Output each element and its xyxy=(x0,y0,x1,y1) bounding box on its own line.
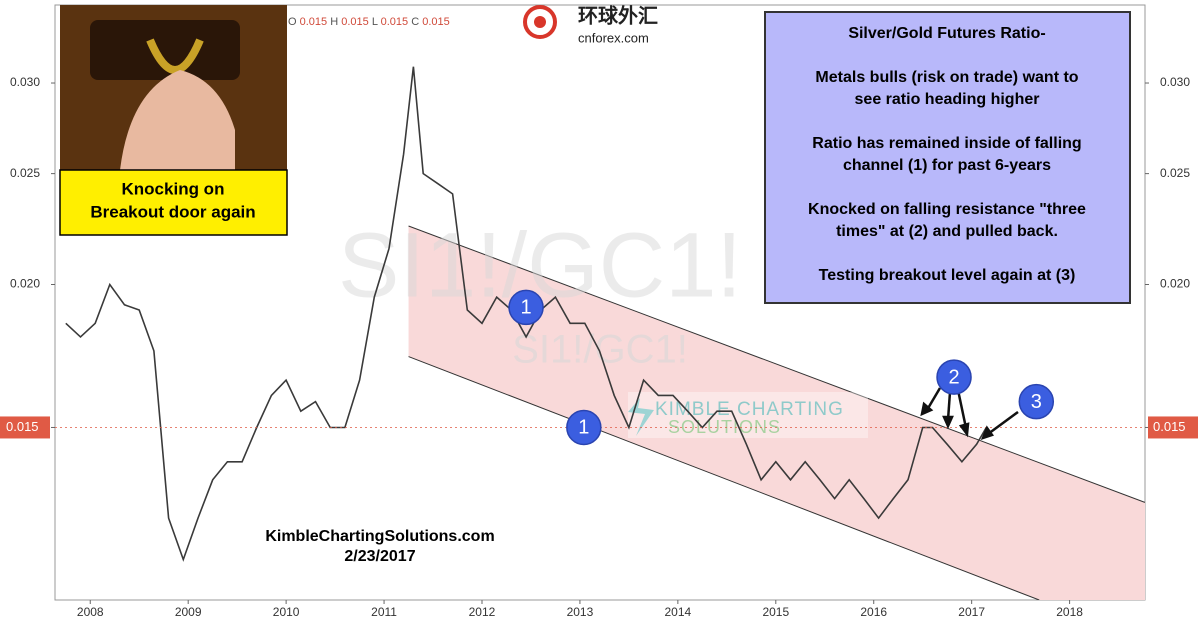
text-box-bg xyxy=(764,11,1131,304)
x-tick-label: 2010 xyxy=(273,605,300,619)
watermark-small: SI1!/GC1! xyxy=(512,328,688,372)
last-price-box xyxy=(1148,416,1198,439)
arrow xyxy=(956,389,968,429)
inset-caption: Knocking on xyxy=(122,179,225,198)
marker xyxy=(508,289,544,326)
y-tick-label: 0.030 xyxy=(10,75,40,89)
logo-site: cnforex.com xyxy=(578,30,649,45)
channel-fill xyxy=(408,225,1145,600)
text-box-line: Metals bulls (risk on trade) want to xyxy=(815,69,1078,86)
x-tick-label: 2011 xyxy=(371,605,397,619)
x-tick-label: 2016 xyxy=(860,605,887,619)
arrow xyxy=(946,391,952,421)
readout-value: 0.015 xyxy=(422,16,450,28)
marker-label: 3 xyxy=(1031,391,1042,413)
kimble-logo: KIMBLE CHARTING SOLUTIONS xyxy=(628,392,868,438)
text-box-title: Silver/Gold Futures Ratio- xyxy=(848,25,1045,42)
readout-key: C xyxy=(411,16,419,28)
door-knocker xyxy=(90,20,240,80)
readout-value: 0.015 xyxy=(300,16,328,28)
y-tick-label-right: 0.025 xyxy=(1160,166,1190,180)
inset: Knocking on Breakout door again xyxy=(59,5,288,236)
inset-caption: Breakout door again xyxy=(90,202,255,221)
last-price-label: 0.015 xyxy=(1153,419,1186,434)
inset-caption-box xyxy=(59,169,288,236)
logo-text: SOLUTIONS xyxy=(668,417,781,437)
date: 2/23/2017 xyxy=(344,548,415,565)
arrows xyxy=(920,387,1019,441)
ohlc-readout: O 0.015 H 0.015 L 0.015 C 0.015 xyxy=(288,16,450,28)
text-box-line: times" at (2) and pulled back. xyxy=(836,223,1058,240)
source: KimbleChartingSolutions.com xyxy=(265,528,494,545)
x-tick-label: 2014 xyxy=(665,605,692,619)
y-tick-label-right: 0.030 xyxy=(1160,75,1190,89)
channel-layer xyxy=(408,225,1145,600)
channel-line xyxy=(408,356,1040,600)
marker xyxy=(936,359,972,395)
logo-text: KIMBLE CHARTING xyxy=(655,399,844,420)
axis-layer: 0.015 0.015 0.020 0.020 0.025 0.025 0.030 0.030… xyxy=(0,75,1198,619)
readout-value: 0.015 xyxy=(341,16,369,28)
channel-line xyxy=(408,225,1145,503)
last-price-label: 0.015 xyxy=(6,419,39,434)
logo-cn: 环球外汇 xyxy=(578,3,658,27)
marker xyxy=(566,409,602,446)
text-box-line: Testing breakout level again at (3) xyxy=(819,267,1076,284)
y-tick-label-right: 0.020 xyxy=(1160,277,1190,291)
arrowheads xyxy=(920,401,995,441)
knocker-ring xyxy=(146,38,204,74)
y-tick-label: 0.025 xyxy=(10,166,40,180)
x-tick-label: 2018 xyxy=(1056,605,1083,619)
x-tick-label: 2013 xyxy=(567,605,594,619)
logo-ring xyxy=(523,5,557,39)
text-box-line: channel (1) for past 6-years xyxy=(843,157,1051,174)
text-box-line: see ratio heading higher xyxy=(855,91,1040,108)
readout-value: 0.015 xyxy=(381,16,409,28)
arrow xyxy=(987,410,1019,436)
logo-dot xyxy=(534,16,546,28)
text-box: Silver/Gold Futures Ratio- Metals bulls … xyxy=(764,11,1131,304)
logo-bg xyxy=(628,392,868,438)
marker-label: 1 xyxy=(578,417,589,439)
arrow xyxy=(925,387,942,411)
cnforex-logo: 环球外汇 cnforex.com xyxy=(523,3,658,45)
x-tick-label: 2009 xyxy=(175,605,202,619)
price-line xyxy=(65,66,987,562)
x-tick-label: 2008 xyxy=(77,605,104,619)
marker xyxy=(1018,383,1055,420)
marker-label: 1 xyxy=(520,297,531,319)
x-tick-label: 2017 xyxy=(958,605,985,619)
text-box-line: Knocked on falling resistance "three xyxy=(808,201,1086,218)
x-tick-label: 2012 xyxy=(469,605,496,619)
hand xyxy=(120,70,235,170)
marker-label: 2 xyxy=(948,366,959,388)
text-box-line: Ratio has remained inside of falling xyxy=(812,135,1081,152)
readout-key: O xyxy=(288,16,297,28)
data-layer xyxy=(65,66,987,562)
readout-key: L xyxy=(372,16,378,28)
last-price-box xyxy=(0,416,50,439)
y-tick-label: 0.020 xyxy=(10,277,40,291)
x-tick-label: 2015 xyxy=(762,605,789,619)
readout-key: H xyxy=(330,16,338,28)
